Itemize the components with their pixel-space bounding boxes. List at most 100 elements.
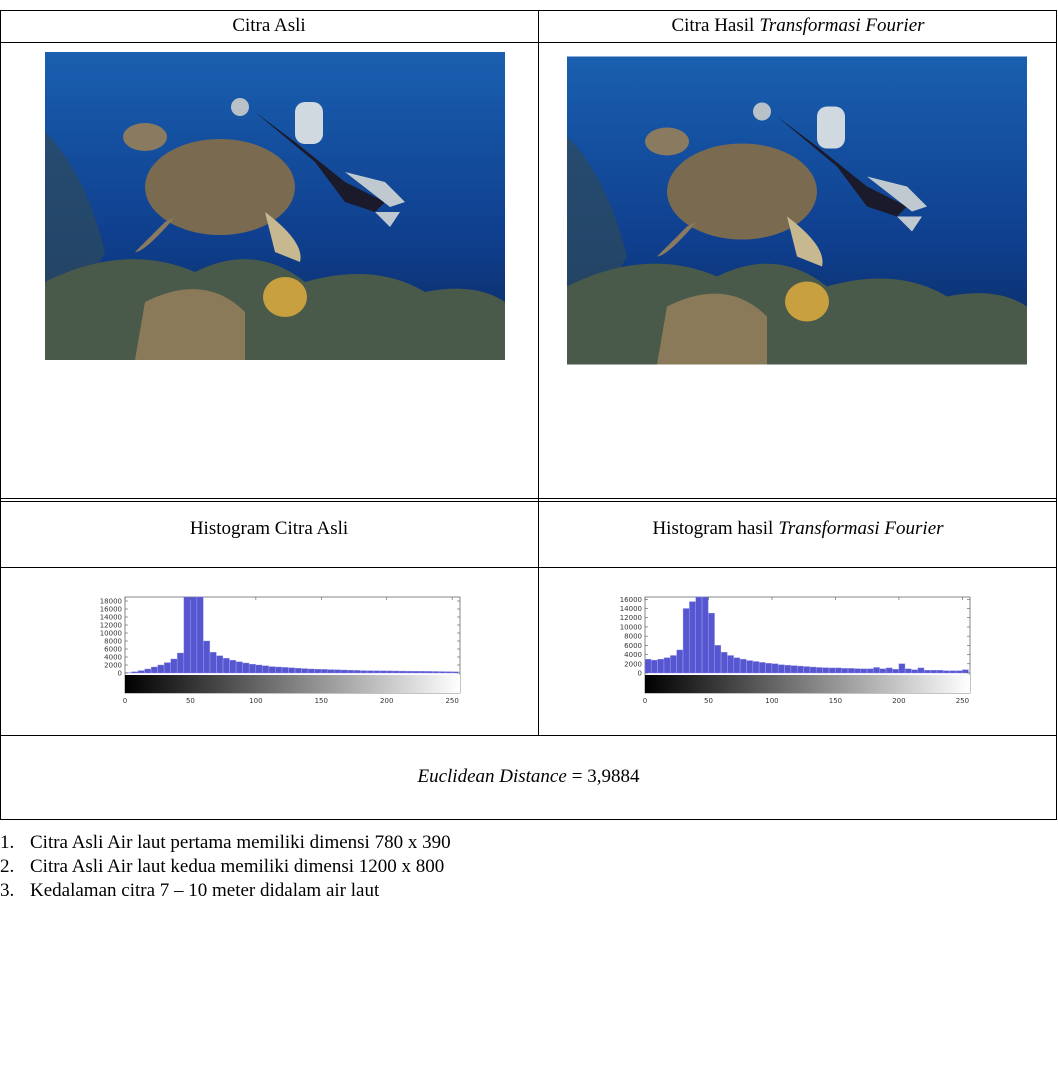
y-tick-label: 4000: [104, 654, 122, 662]
table-border: [0, 501, 1057, 502]
y-tick-label: 18000: [100, 598, 122, 606]
histogram-bar: [886, 668, 892, 673]
histogram-bar: [677, 650, 683, 673]
y-tick-label: 12000: [620, 614, 642, 622]
header-text: Histogram hasil: [652, 518, 773, 539]
histogram-bar: [413, 671, 419, 673]
x-tick-label: 200: [892, 697, 905, 705]
note-text: Citra Asli Air laut kedua memiliki dimen…: [30, 856, 444, 877]
histogram-bar: [321, 669, 327, 673]
histogram-bar: [689, 602, 695, 673]
histogram-bar: [874, 667, 880, 673]
y-tick-label: 10000: [620, 623, 642, 631]
x-tick-label: 250: [445, 697, 458, 705]
histogram-bar: [249, 664, 255, 673]
y-tick-label: 0: [118, 670, 122, 678]
histogram-bar: [931, 670, 937, 673]
histogram-bar: [918, 668, 924, 673]
histogram-bar: [217, 656, 223, 673]
histogram-bar: [734, 658, 740, 673]
y-tick-label: 4000: [624, 651, 642, 659]
histogram-bar: [197, 597, 203, 673]
histogram-bar: [426, 671, 432, 673]
table-border: [0, 735, 1057, 736]
histogram-bar: [721, 652, 727, 673]
histogram-bar: [210, 652, 216, 673]
note-text: Citra Asli Air laut pertama memiliki dim…: [30, 832, 451, 853]
note: 3.Kedalaman citra 7 – 10 meter didalam a…: [0, 880, 379, 902]
histogram-bar: [772, 664, 778, 673]
histogram-bar: [747, 661, 753, 673]
histogram-bar: [275, 667, 281, 673]
table-border: [0, 567, 1057, 568]
histogram-bar: [683, 609, 689, 673]
table-border: [0, 10, 1, 820]
histogram-bar: [670, 655, 676, 673]
x-tick-label: 250: [956, 697, 969, 705]
histogram-bar: [367, 671, 373, 673]
y-tick-label: 16000: [100, 606, 122, 614]
histogram-bar: [256, 665, 262, 673]
header-cell: Histogram Citra Asli: [0, 518, 538, 540]
histogram-bar: [835, 668, 841, 673]
y-tick-label: 6000: [104, 646, 122, 654]
histogram-bar: [651, 660, 657, 673]
histogram-bar: [708, 613, 714, 673]
table-border: [0, 498, 1057, 499]
header-text: Histogram Citra Asli: [190, 518, 348, 539]
color-bar: [645, 675, 970, 693]
histogram-bar: [715, 645, 721, 673]
histogram-bar: [893, 669, 899, 673]
histogram-bar: [132, 672, 138, 673]
histogram-bar: [347, 670, 353, 673]
histogram-bar: [151, 667, 157, 673]
table-border: [0, 819, 1057, 820]
histogram-bar: [905, 669, 911, 673]
x-tick-label: 100: [765, 697, 778, 705]
color-bar: [125, 675, 460, 693]
histogram-bar: [328, 670, 334, 673]
y-tick-label: 14000: [100, 614, 122, 622]
histogram-bar: [848, 668, 854, 673]
y-tick-label: 2000: [104, 662, 122, 670]
histogram-bar: [282, 667, 288, 673]
histogram-bar: [184, 597, 190, 673]
result-cell: Euclidean Distance = 3,9884: [0, 766, 1057, 788]
y-tick-label: 8000: [104, 638, 122, 646]
result-label: Euclidean Distance: [417, 766, 566, 787]
histogram-bar: [223, 658, 229, 673]
x-tick-label: 150: [315, 697, 328, 705]
histogram-bar: [753, 661, 759, 673]
histogram-bar: [262, 666, 268, 673]
histogram-bar: [439, 672, 445, 673]
histogram-bar: [854, 669, 860, 673]
histogram-bar: [419, 671, 425, 673]
histogram-bar: [962, 670, 968, 673]
note: 2.Citra Asli Air laut kedua memiliki dim…: [0, 856, 444, 878]
histogram-bar: [829, 668, 835, 673]
table-border: [538, 10, 539, 735]
histogram-bar: [302, 669, 308, 673]
histogram-bar: [956, 671, 962, 673]
y-tick-label: 8000: [624, 633, 642, 641]
histogram-bar: [728, 655, 734, 673]
histogram-bar: [880, 669, 886, 673]
histogram-bar: [912, 670, 918, 673]
histogram-bar: [361, 671, 367, 673]
histogram-bar: [899, 664, 905, 673]
histogram-bar: [374, 671, 380, 673]
histogram-bar: [171, 659, 177, 673]
result-value: = 3,9884: [572, 766, 640, 787]
y-tick-label: 2000: [624, 660, 642, 668]
photo-fourier: [567, 56, 1027, 365]
x-tick-label: 100: [249, 697, 262, 705]
y-tick-label: 6000: [624, 642, 642, 650]
table-border: [0, 42, 1057, 43]
histogram-bar: [810, 667, 816, 673]
y-tick-label: 16000: [620, 596, 642, 604]
histogram-bar: [315, 669, 321, 673]
histogram-bar: [269, 667, 275, 673]
table-border: [0, 10, 1057, 11]
histogram-bar: [334, 670, 340, 673]
header-text: Citra Asli: [232, 15, 305, 36]
